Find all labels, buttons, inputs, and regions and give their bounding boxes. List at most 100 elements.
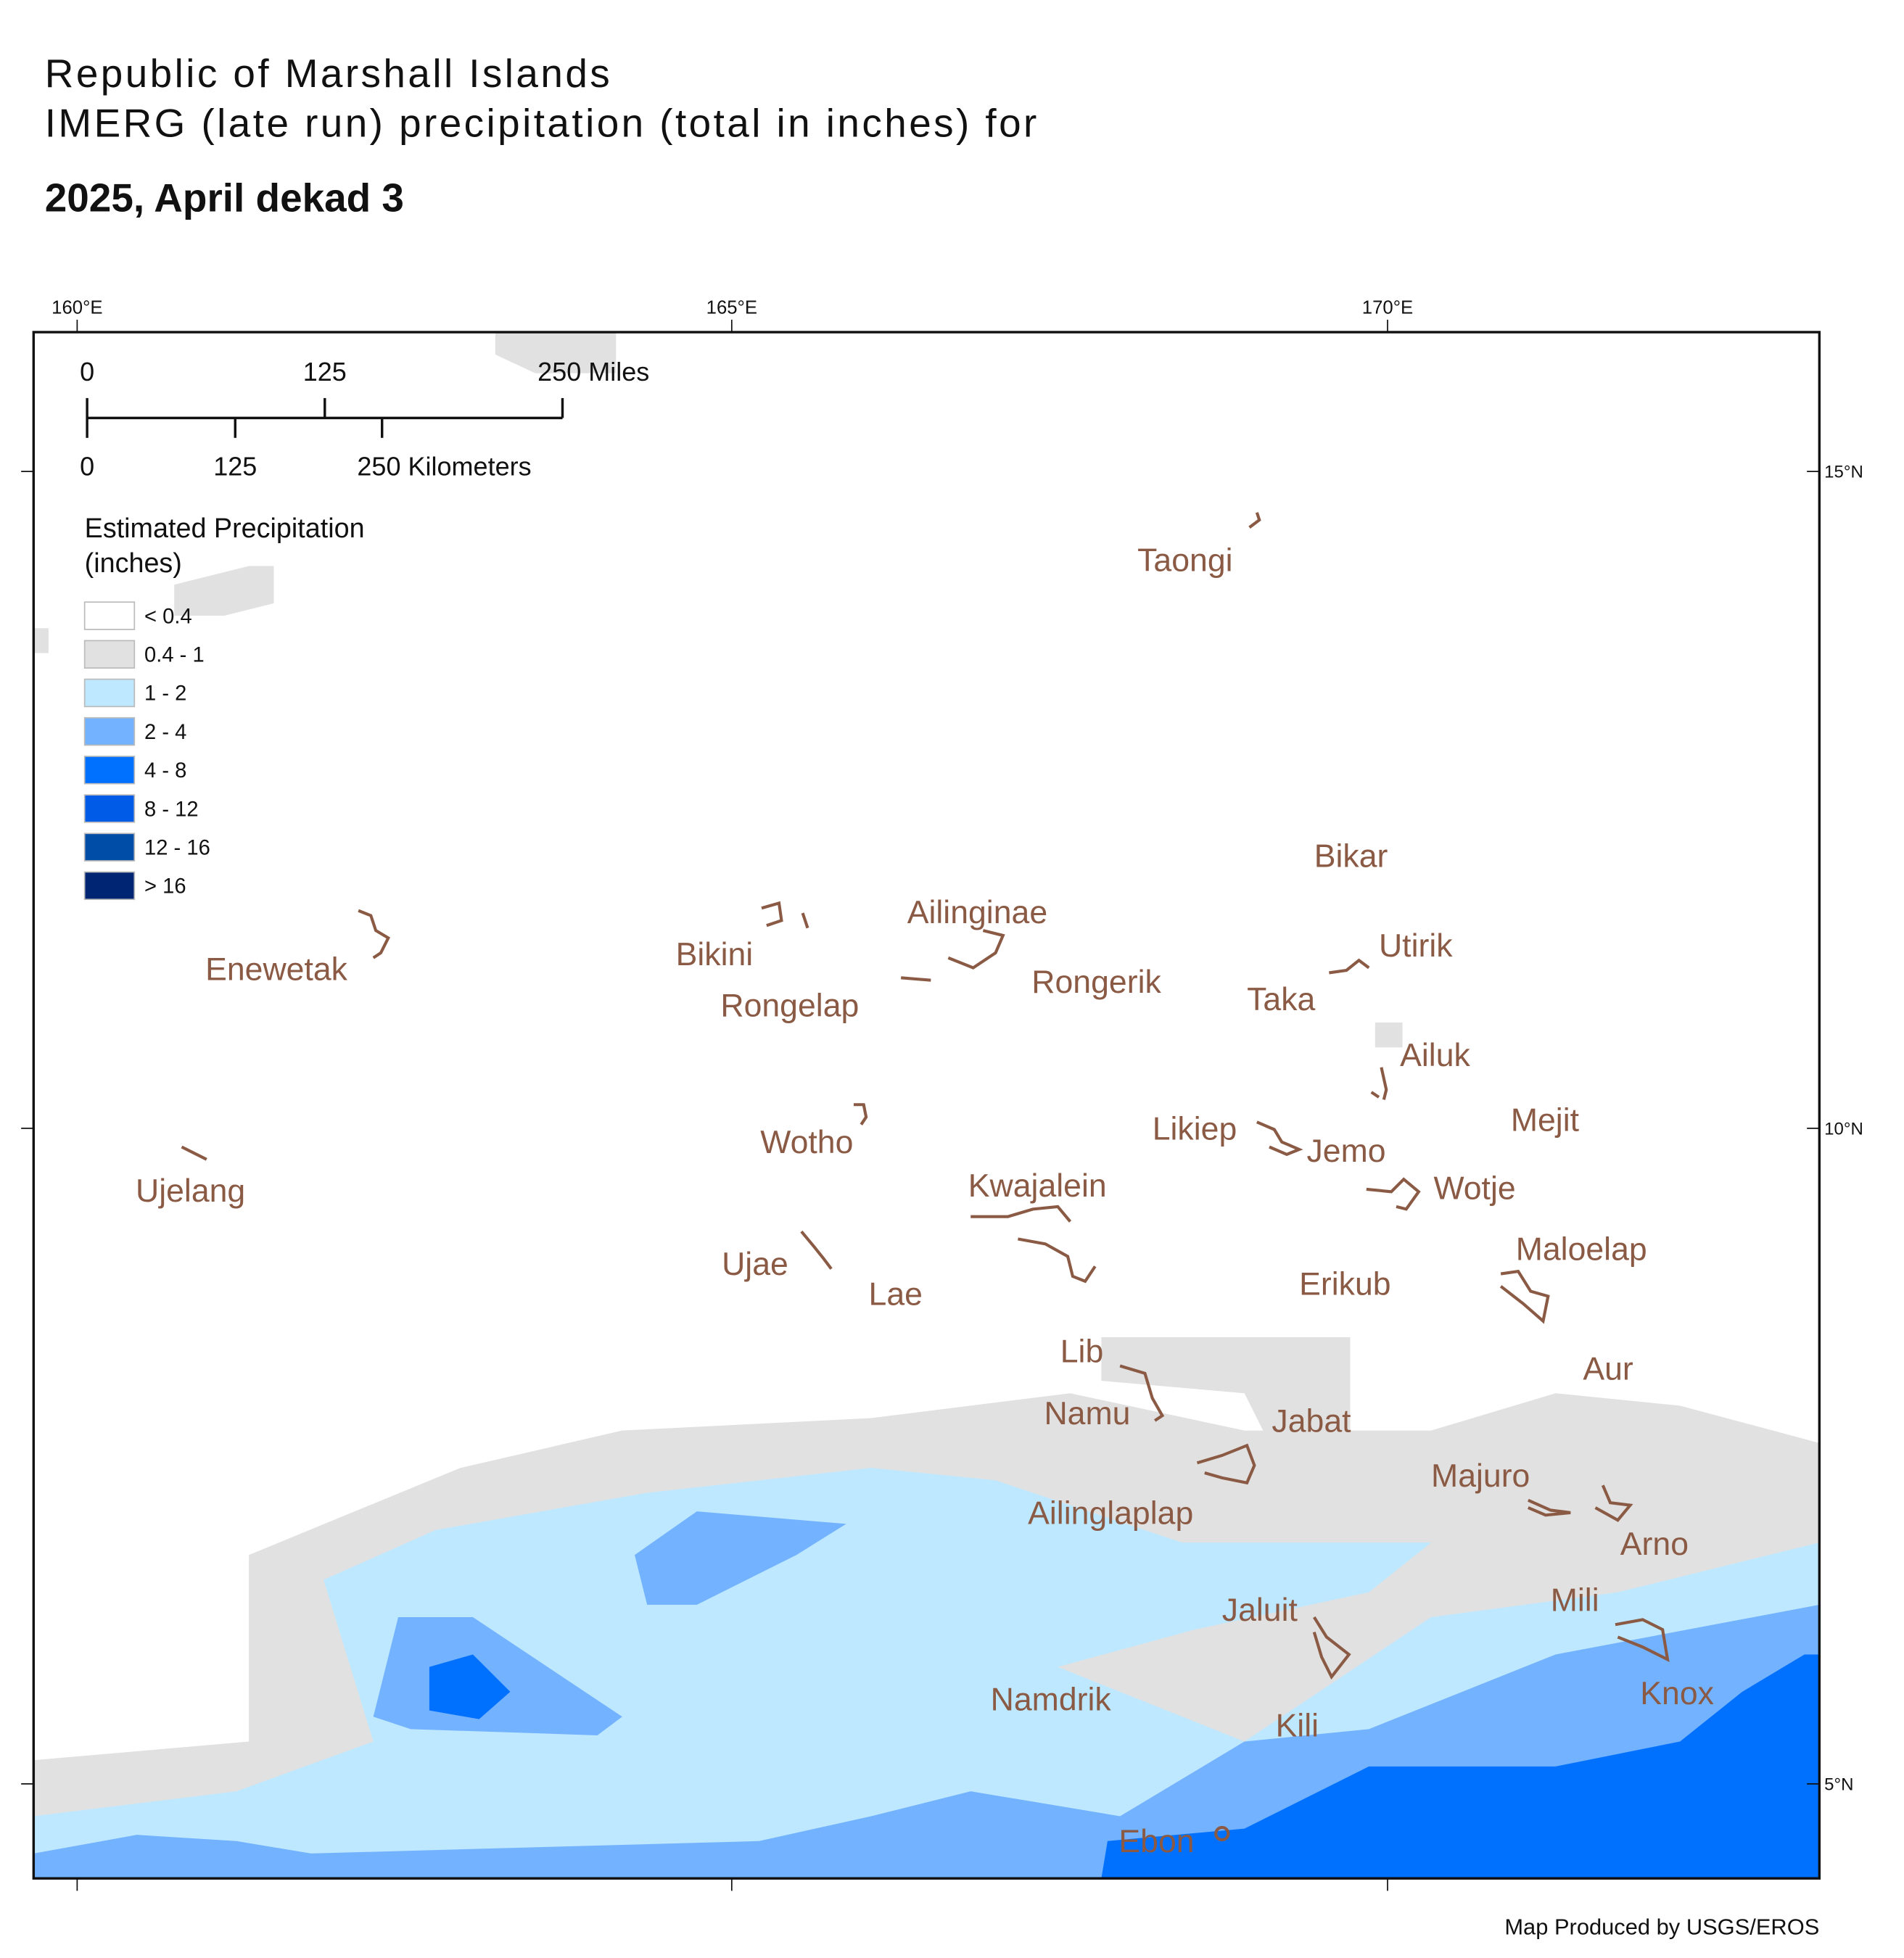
- atoll-label: Lib: [1060, 1334, 1104, 1369]
- atoll-outline: [853, 1103, 868, 1125]
- atoll-outlines: [181, 512, 1670, 1842]
- legend-label: 2 - 4: [144, 721, 186, 744]
- atoll-label: Ailinglaplap: [1028, 1495, 1193, 1531]
- raster-region: [33, 628, 49, 653]
- raster-region: [1101, 1654, 1820, 1879]
- atoll-label: Jabat: [1272, 1403, 1351, 1439]
- atoll-outline: [358, 909, 390, 959]
- atoll-label: Aur: [1583, 1351, 1633, 1387]
- scale-label-miles: 0: [80, 357, 94, 387]
- atoll-label: Ailinginae: [907, 895, 1047, 930]
- atoll-label: Wotje: [1433, 1171, 1515, 1207]
- atoll-label: Namu: [1044, 1396, 1130, 1432]
- atoll-label: Knox: [1640, 1676, 1714, 1711]
- atoll-label: Ebon: [1118, 1824, 1194, 1859]
- atoll-outline: [1615, 1618, 1670, 1662]
- atoll-label: Taka: [1247, 982, 1315, 1017]
- raster-region: [1101, 1337, 1351, 1493]
- scale-label-km: 0: [80, 451, 94, 481]
- legend-label: 0.4 - 1: [144, 644, 205, 667]
- raster-region: [1375, 1023, 1403, 1048]
- longitude-label: 165°E: [706, 297, 757, 318]
- legend: Estimated Precipitation (inches) < 0.4 0.4 …: [83, 513, 365, 901]
- legend-label: 1 - 2: [144, 682, 186, 706]
- legend-swatch: [83, 640, 136, 669]
- atoll-label: Majuro: [1431, 1458, 1530, 1494]
- atoll-label: Jaluit: [1222, 1593, 1298, 1628]
- atoll-outline: [1499, 1269, 1550, 1324]
- scale-label-km: 250 Kilometers: [357, 451, 531, 481]
- atoll-label: Lae: [869, 1276, 923, 1312]
- raster-region: [635, 1511, 846, 1605]
- longitude-label: 160°E: [51, 297, 102, 318]
- atoll-label: Mejit: [1511, 1102, 1580, 1138]
- subtitle: 2025, April dekad 3: [45, 175, 404, 220]
- atoll-label: Maloelap: [1516, 1232, 1647, 1268]
- legend-label: 12 - 16: [144, 836, 210, 859]
- scale-bar: 0 125 250 Miles 0 125 250 Kilometers: [80, 357, 649, 481]
- latitude-label: 10°N: [1824, 1119, 1863, 1139]
- atoll-outline: [761, 901, 809, 929]
- title: Republic of Marshall Islands: [45, 51, 612, 96]
- atoll-label: Kwajalein: [968, 1168, 1107, 1204]
- precipitation-raster: [33, 332, 1820, 1879]
- legend-title: Estimated Precipitation: [85, 513, 365, 543]
- atoll-outline: [1196, 1443, 1256, 1485]
- atoll-label: Bikar: [1314, 839, 1388, 875]
- legend-label: 8 - 12: [144, 798, 199, 821]
- atoll-label: Ujae: [722, 1247, 788, 1282]
- raster-region: [495, 332, 617, 373]
- atoll-labels: Taongi Bikar Enewetak Bikini Ailinginae Ronge…: [136, 542, 1714, 1859]
- atoll-label: Bikini: [676, 937, 754, 972]
- atoll-label: Jemo: [1306, 1133, 1385, 1169]
- atoll-outline: [1370, 1067, 1388, 1100]
- atoll-label: Likiep: [1153, 1111, 1237, 1147]
- legend-swatch: [83, 833, 136, 862]
- atoll-outline: [1119, 1364, 1165, 1422]
- atoll-outline: [1366, 1177, 1421, 1211]
- atoll-outline: [900, 929, 1005, 982]
- atoll-outline: [970, 1205, 1097, 1284]
- raster-region: [429, 1654, 511, 1719]
- scale-label-miles: 125: [303, 357, 347, 387]
- credit: Map Produced by USGS/EROS: [1504, 1914, 1819, 1939]
- atoll-outline: [1312, 1616, 1351, 1680]
- atoll-label: Ujelang: [136, 1173, 245, 1209]
- atoll-label: Rongelap: [720, 988, 859, 1023]
- atoll-label: Rongerik: [1031, 964, 1161, 1000]
- raster-region: [174, 566, 274, 616]
- map-frame: [32, 331, 1821, 1880]
- graticule: 160°E 165°E 170°E 15°N 10°N 5°N: [21, 297, 1863, 1891]
- atoll-outline: [181, 1145, 207, 1161]
- atoll-label: Arno: [1620, 1527, 1689, 1562]
- scale-label-km: 125: [213, 451, 257, 481]
- legend-swatch: [83, 794, 136, 823]
- legend-swatch: [83, 716, 136, 746]
- atoll-outline: [1248, 512, 1261, 529]
- atoll-label: Erikub: [1299, 1267, 1390, 1302]
- atoll-outline: [1528, 1484, 1633, 1522]
- legend-label: > 16: [144, 875, 186, 899]
- atoll-label: Ailuk: [1400, 1038, 1470, 1073]
- legend-label: < 0.4: [144, 605, 192, 628]
- legend-swatch: [83, 678, 136, 708]
- longitude-label: 170°E: [1362, 297, 1413, 318]
- atoll-outline: [800, 1230, 833, 1270]
- atoll-label: Enewetak: [205, 952, 348, 988]
- latitude-label: 5°N: [1824, 1775, 1853, 1794]
- legend-title: (inches): [85, 548, 182, 578]
- scale-label-miles: 250 Miles: [537, 357, 649, 387]
- latitude-label: 15°N: [1824, 463, 1863, 482]
- atoll-label: Kili: [1276, 1709, 1319, 1744]
- atoll-label: Mili: [1551, 1582, 1599, 1618]
- atoll-label: Namdrik: [991, 1682, 1112, 1718]
- title: IMERG (late run) precipitation (total in…: [45, 101, 1039, 146]
- atoll-label: Utirik: [1379, 928, 1453, 964]
- legend-label: 4 - 8: [144, 759, 186, 782]
- legend-swatch: [83, 871, 136, 901]
- atoll-outline: [1214, 1825, 1230, 1842]
- atoll-outline: [1329, 958, 1370, 975]
- legend-swatch: [83, 601, 136, 630]
